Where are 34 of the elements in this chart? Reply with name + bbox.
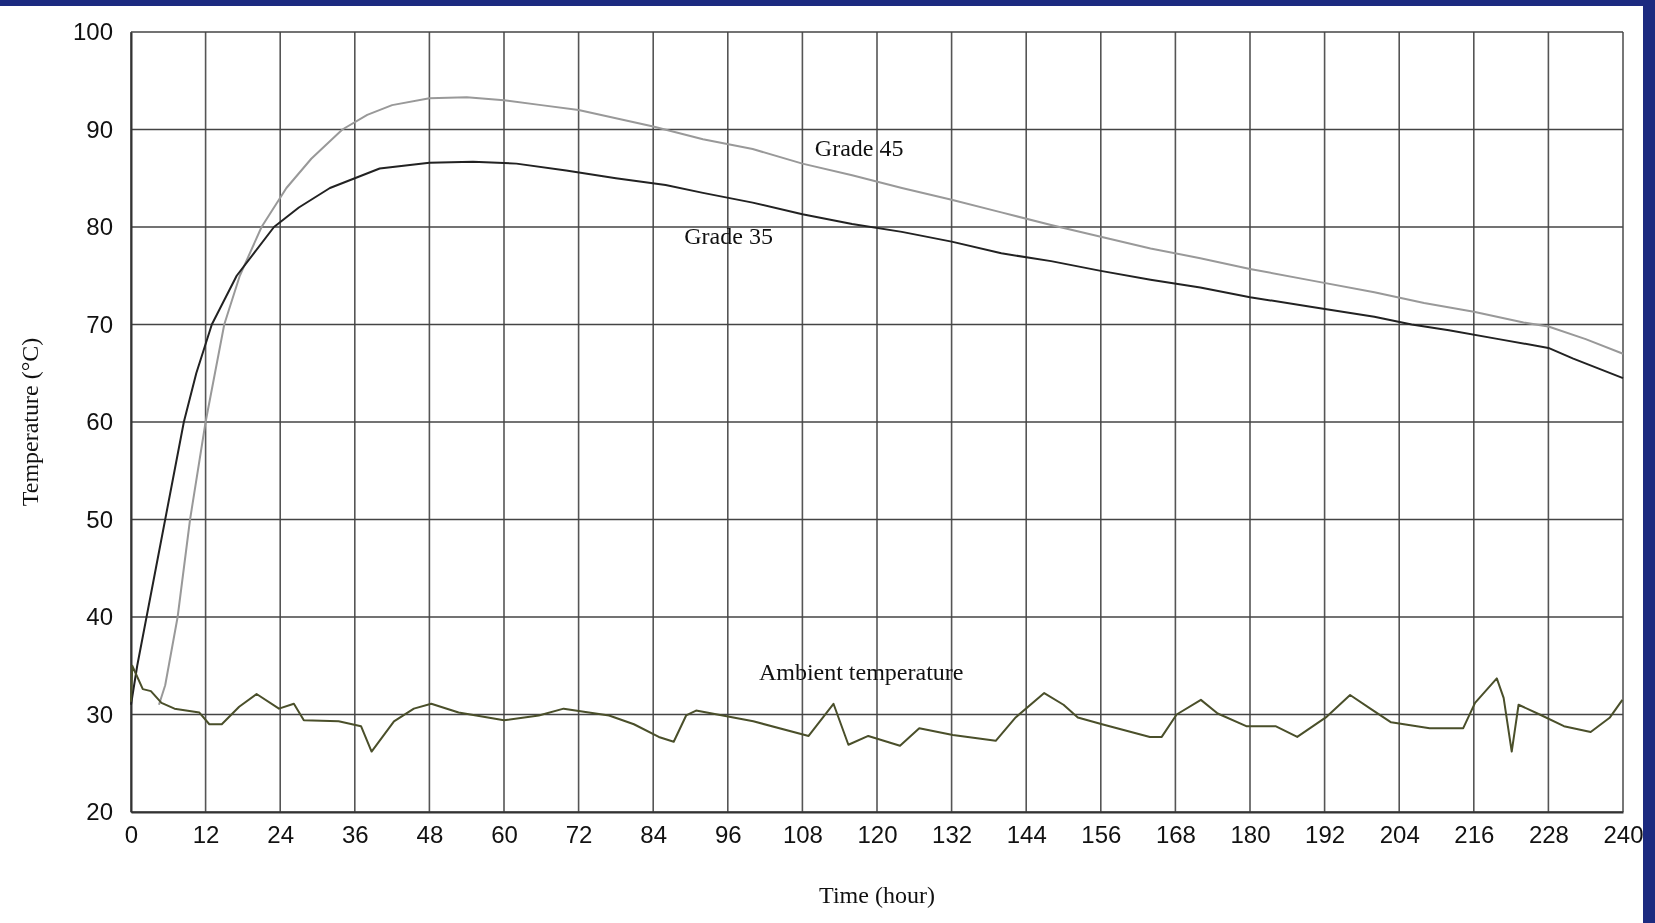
x-tick-label: 12 (192, 821, 220, 849)
x-tick-label: 192 (1305, 821, 1346, 849)
y-axis-title: Temperature (°C) (17, 337, 43, 507)
x-tick-label: 168 (1155, 821, 1196, 849)
y-tick-label: 80 (86, 213, 113, 241)
x-tick-label: 132 (932, 821, 973, 849)
x-tick-label: 84 (640, 821, 668, 849)
x-axis-title: Time (hour) (819, 882, 935, 908)
y-tick-label: 90 (86, 115, 113, 143)
x-tick-label: 228 (1528, 821, 1569, 849)
y-tick-label: 20 (86, 798, 113, 826)
x-tick-label: 36 (341, 821, 369, 849)
series-label: Grade 45 (814, 134, 904, 161)
x-tick-label: 0 (124, 821, 139, 849)
x-tick-label: 120 (857, 821, 898, 849)
y-tick-label: 40 (86, 603, 113, 631)
x-tick-label: 72 (565, 821, 593, 849)
x-tick-label: 60 (491, 821, 518, 849)
x-tick-label: 24 (267, 821, 295, 849)
x-tick-label: 240 (1603, 821, 1644, 849)
x-tick-label: 108 (782, 821, 823, 849)
line-series (130, 664, 1624, 753)
y-tick-label: 70 (86, 310, 113, 338)
y-tick-label: 60 (86, 408, 113, 436)
x-tick-label: 156 (1081, 821, 1122, 849)
x-tick-label: 48 (416, 821, 444, 849)
x-tick-label: 96 (714, 821, 742, 849)
y-tick-label: 100 (72, 18, 113, 46)
x-tick-label: 180 (1230, 821, 1271, 849)
x-tick-label: 204 (1379, 821, 1420, 849)
x-tick-label: 144 (1006, 821, 1047, 849)
y-tick-label: 30 (86, 700, 113, 728)
y-tick-label: 50 (86, 505, 113, 533)
x-tick-label: 216 (1454, 821, 1495, 849)
